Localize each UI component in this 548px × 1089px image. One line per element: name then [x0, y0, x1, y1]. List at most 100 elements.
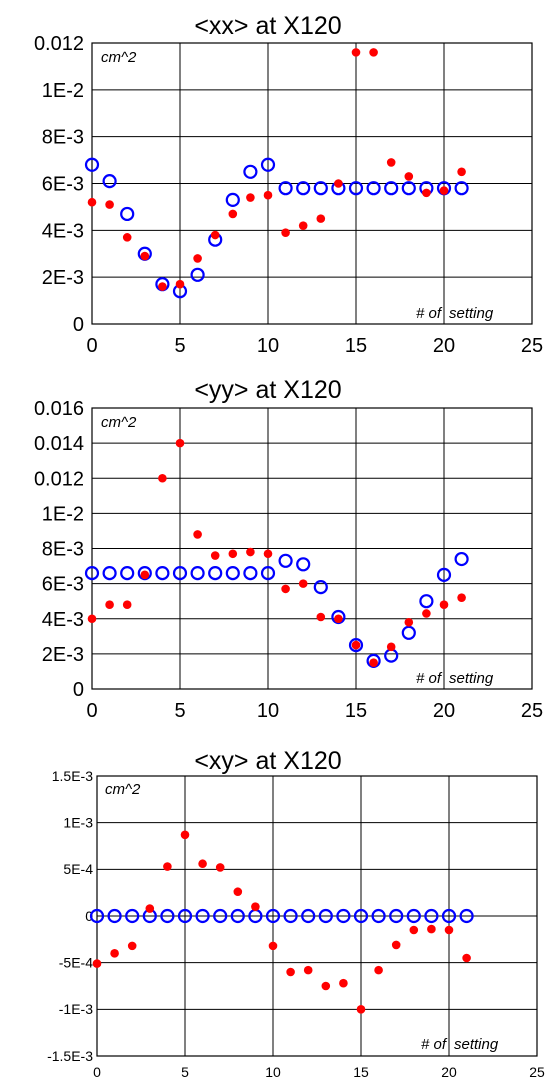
x-tick-label: 10	[265, 1064, 281, 1080]
data-point-filled	[158, 282, 167, 291]
y-tick-label: 4E-3	[42, 220, 84, 242]
data-point-filled	[339, 978, 348, 988]
data-point-open	[190, 267, 205, 282]
y-tick-label: -1E-3	[59, 1001, 93, 1017]
data-point-filled	[140, 251, 150, 261]
data-point-open	[296, 557, 311, 572]
data-point-filled	[316, 214, 326, 223]
data-point-filled	[87, 614, 97, 624]
data-point-filled	[386, 158, 396, 167]
chart-3: <xy> at X120 0 5 10 15 20 25 -1.5E-3 -1E-3 -5E-4 0…	[47, 747, 545, 1080]
data-point-filled	[457, 593, 466, 602]
x-tick-label: 10	[257, 700, 279, 722]
chart-title: <xx> at X120	[194, 12, 341, 40]
data-point-filled	[281, 584, 290, 594]
x-tick-label: 5	[174, 335, 185, 357]
data-point-filled	[334, 614, 343, 624]
data-point-filled	[105, 200, 114, 209]
data-point-open	[107, 908, 122, 924]
note-label-right: setting	[449, 670, 494, 687]
y-tick-label: 1.5E-3	[52, 768, 93, 784]
x-tick-label: 15	[345, 335, 367, 357]
data-point-filled	[369, 658, 378, 667]
data-point-filled	[140, 570, 150, 580]
data-point-filled	[228, 209, 238, 219]
unit-label: cm^2	[105, 781, 141, 798]
y-tick-label: -1.5E-3	[47, 1048, 93, 1064]
data-point-open	[401, 181, 416, 196]
data-point-filled	[145, 904, 155, 913]
data-point-filled	[334, 179, 343, 188]
data-point-filled	[210, 230, 220, 240]
data-point-filled	[105, 600, 114, 609]
x-tick-label: 25	[529, 1064, 545, 1080]
data-point-open	[213, 908, 228, 924]
data-point-open	[424, 908, 439, 924]
data-point-filled	[175, 438, 185, 448]
data-point-filled	[193, 254, 202, 263]
data-point-open	[459, 908, 474, 924]
data-point-open	[301, 908, 316, 924]
data-point-filled	[110, 949, 119, 958]
data-point-open	[120, 206, 135, 222]
data-point-filled	[439, 186, 449, 195]
data-point-open	[278, 553, 293, 568]
x-tick-label: 25	[521, 700, 543, 722]
data-point-open	[296, 181, 311, 196]
y-tick-label: 0.012	[34, 468, 84, 490]
data-point-open	[265, 908, 281, 924]
x-tick-label: 10	[257, 335, 279, 357]
data-point-open	[155, 565, 170, 581]
y-tick-label: -5E-4	[59, 955, 93, 971]
data-point-filled	[233, 887, 243, 897]
data-point-filled	[356, 1005, 366, 1014]
data-point-open	[436, 567, 452, 582]
data-point-filled	[439, 600, 449, 609]
data-point-filled	[444, 925, 454, 935]
data-point-open	[389, 908, 404, 924]
x-tick-label: 20	[433, 335, 455, 357]
data-point-filled	[427, 924, 436, 934]
data-point-open	[283, 908, 298, 924]
data-point-open	[195, 908, 210, 924]
data-point-open	[84, 157, 100, 172]
y-tick-label: 1E-3	[63, 815, 93, 831]
chart-2: <yy> at X120 0 5 10 15 20 25 0 2E-3 4E-3 6E-3 8E-3 1…	[34, 376, 543, 722]
data-point-open	[172, 565, 188, 581]
data-point-open	[454, 181, 469, 196]
y-tick-label: 8E-3	[42, 539, 84, 561]
series-1	[89, 908, 474, 924]
data-point-filled	[303, 965, 313, 975]
data-point-filled	[351, 48, 361, 57]
data-point-filled	[404, 172, 414, 181]
data-point-open	[177, 908, 193, 924]
y-tick-label: 0.014	[34, 433, 84, 455]
data-point-open	[336, 908, 351, 924]
data-point-open	[313, 181, 328, 196]
note-label-left: # of	[421, 1036, 448, 1053]
data-point-open	[225, 192, 240, 207]
data-point-filled	[374, 965, 383, 975]
unit-label: cm^2	[101, 414, 137, 431]
data-point-open	[120, 565, 135, 581]
series-1	[84, 551, 469, 669]
data-point-open	[366, 181, 381, 196]
data-point-filled	[193, 530, 202, 539]
data-point-open	[260, 157, 276, 172]
data-point-open	[160, 908, 175, 924]
data-point-filled	[351, 640, 361, 650]
data-point-filled	[409, 925, 419, 935]
note-label-left: # of	[416, 305, 443, 322]
data-point-filled	[228, 549, 238, 559]
y-tick-label: 6E-3	[42, 174, 84, 196]
y-tick-label: 8E-3	[42, 127, 84, 149]
data-point-open	[190, 565, 205, 581]
data-point-open	[348, 181, 364, 196]
note-label-left: # of	[416, 670, 443, 687]
data-point-open	[84, 565, 100, 581]
data-point-filled	[210, 551, 220, 560]
series-2	[87, 438, 466, 667]
series-2	[87, 48, 466, 291]
data-point-filled	[386, 642, 396, 652]
data-point-filled	[316, 612, 326, 622]
